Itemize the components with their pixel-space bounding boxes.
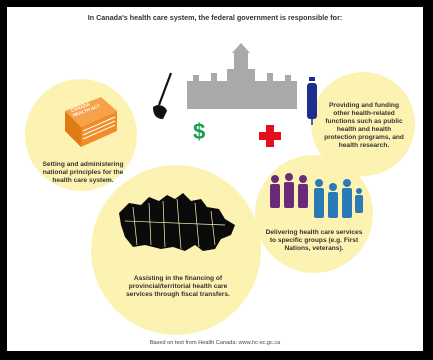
parliament-icon bbox=[187, 43, 297, 109]
delivering-text: Delivering health care services to speci… bbox=[265, 229, 363, 252]
syringe-icon bbox=[307, 77, 317, 125]
dollar-icon: $ bbox=[193, 119, 206, 144]
infographic-title: In Canada's health care system, the fede… bbox=[87, 13, 343, 22]
book-icon bbox=[65, 97, 117, 147]
quill-pen-icon bbox=[153, 72, 173, 119]
people-group-icon bbox=[270, 173, 363, 218]
financing-text: Assisting in the financing of provincial… bbox=[126, 275, 230, 298]
principles-text: Setting and administering national princ… bbox=[42, 161, 124, 184]
functions-text: Providing and funding other health-relat… bbox=[324, 102, 404, 149]
source-footer: Based on text from Health Canada: www.hc… bbox=[149, 340, 281, 346]
red-cross-icon bbox=[259, 125, 281, 147]
financing-circle bbox=[91, 165, 261, 335]
infographic-frame: In Canada's health care system, the fede… bbox=[7, 7, 423, 351]
canada-map-icon bbox=[119, 193, 235, 251]
